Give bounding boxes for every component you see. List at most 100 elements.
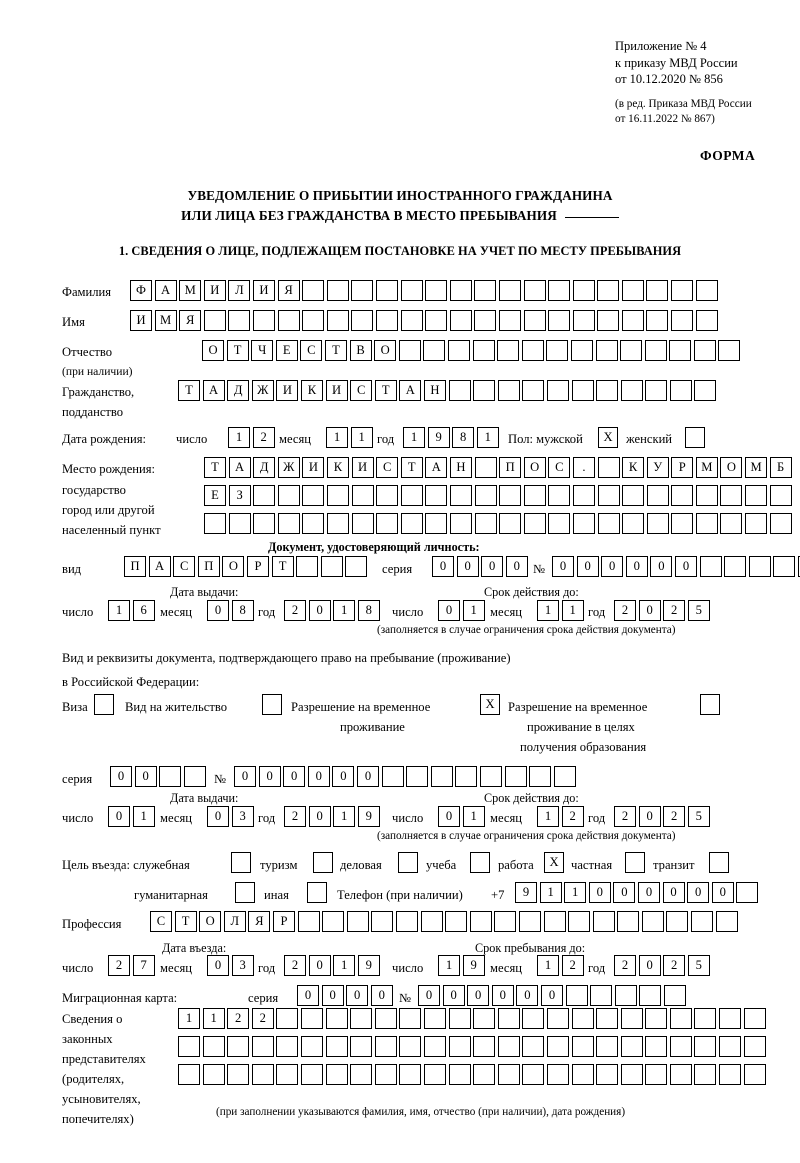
form-cell[interactable]: 1 [326,427,348,448]
form-cell[interactable]: 9 [427,427,450,448]
form-cell[interactable]: О [199,911,222,932]
form-cell[interactable] [497,380,520,401]
form-cell[interactable]: Т [271,556,294,577]
form-cell[interactable] [351,310,374,331]
form-cell[interactable] [694,1008,717,1029]
form-cell[interactable]: 1 [108,600,130,621]
form-cell[interactable]: 0 [505,556,528,577]
form-cell[interactable]: 1 [132,806,155,827]
form-cell[interactable] [472,340,495,361]
purpose-other-checkbox[interactable] [307,882,327,903]
form-cell[interactable] [572,280,595,301]
form-cell[interactable] [773,556,796,577]
form-cell[interactable]: К [622,457,645,478]
form-cell[interactable]: 1 [476,427,499,448]
sex-female-checkbox[interactable] [685,427,705,448]
form-cell[interactable]: 0 [711,882,734,903]
form-cell[interactable] [474,310,497,331]
form-cell[interactable]: 1 [462,806,485,827]
form-cell[interactable] [400,513,423,534]
form-cell[interactable] [326,485,349,506]
visa-checkbox[interactable] [94,694,114,715]
form-cell[interactable]: 2 [614,600,636,621]
form-cell[interactable] [719,1008,742,1029]
form-cell[interactable]: М [179,280,202,301]
form-cell[interactable]: А [148,556,171,577]
form-cell[interactable] [425,310,448,331]
form-cell[interactable] [325,1036,348,1057]
form-cell[interactable] [400,485,423,506]
purpose-work-checkbox[interactable]: X [544,852,564,873]
form-cell[interactable] [376,513,399,534]
form-cell[interactable] [251,1036,274,1057]
form-cell[interactable] [445,911,468,932]
form-cell[interactable]: Я [248,911,271,932]
form-cell[interactable] [253,485,276,506]
form-cell[interactable] [350,1008,373,1029]
form-cell[interactable]: Ч [251,340,274,361]
form-cell[interactable] [597,310,620,331]
form-cell[interactable]: П [197,556,220,577]
form-cell[interactable] [276,1064,299,1085]
form-cell[interactable]: 0 [346,985,369,1006]
purpose-official-checkbox[interactable] [231,852,251,873]
form-cell[interactable]: Т [324,340,347,361]
form-cell[interactable] [736,882,759,903]
form-cell[interactable]: 2 [251,1008,274,1029]
form-cell[interactable] [645,380,668,401]
form-cell[interactable]: 1 [539,882,562,903]
purpose-business-checkbox[interactable] [398,852,418,873]
form-cell[interactable] [645,1008,668,1029]
form-cell[interactable] [473,1036,496,1057]
form-cell[interactable] [646,310,669,331]
form-cell[interactable] [325,1064,348,1085]
form-cell[interactable] [548,485,571,506]
form-cell[interactable] [400,280,423,301]
form-cell[interactable]: 0 [207,806,229,827]
form-cell[interactable] [447,340,470,361]
form-cell[interactable]: 5 [687,806,710,827]
form-cell[interactable] [691,911,714,932]
legal-rep-row-2-input[interactable] [178,1036,768,1057]
form-cell[interactable]: 0 [662,882,685,903]
form-cell[interactable]: Ф [130,280,152,301]
form-cell[interactable] [571,380,594,401]
form-cell[interactable] [720,513,743,534]
form-cell[interactable] [570,340,593,361]
form-cell[interactable]: 0 [456,556,479,577]
form-cell[interactable]: К [326,457,349,478]
form-cell[interactable] [639,985,662,1006]
form-cell[interactable]: Т [400,457,423,478]
form-cell[interactable]: С [376,457,399,478]
form-cell[interactable]: И [252,280,275,301]
form-cell[interactable] [425,485,448,506]
form-cell[interactable] [350,1036,373,1057]
form-cell[interactable]: З [228,485,251,506]
form-cell[interactable] [671,280,694,301]
form-cell[interactable] [596,380,619,401]
form-cell[interactable]: 0 [356,766,379,787]
form-cell[interactable] [178,1036,200,1057]
form-cell[interactable] [448,380,471,401]
form-cell[interactable]: 2 [284,806,306,827]
form-cell[interactable]: 7 [132,955,155,976]
form-cell[interactable] [522,1036,545,1057]
form-cell[interactable] [406,766,429,787]
form-cell[interactable]: 1 [333,600,356,621]
form-cell[interactable] [399,1008,422,1029]
form-cell[interactable]: Л [228,280,251,301]
form-cell[interactable] [252,310,275,331]
form-cell[interactable]: 0 [283,766,306,787]
form-cell[interactable] [641,911,664,932]
form-cell[interactable] [745,485,768,506]
form-cell[interactable] [277,513,300,534]
form-cell[interactable]: М [695,457,718,478]
form-cell[interactable] [695,513,718,534]
